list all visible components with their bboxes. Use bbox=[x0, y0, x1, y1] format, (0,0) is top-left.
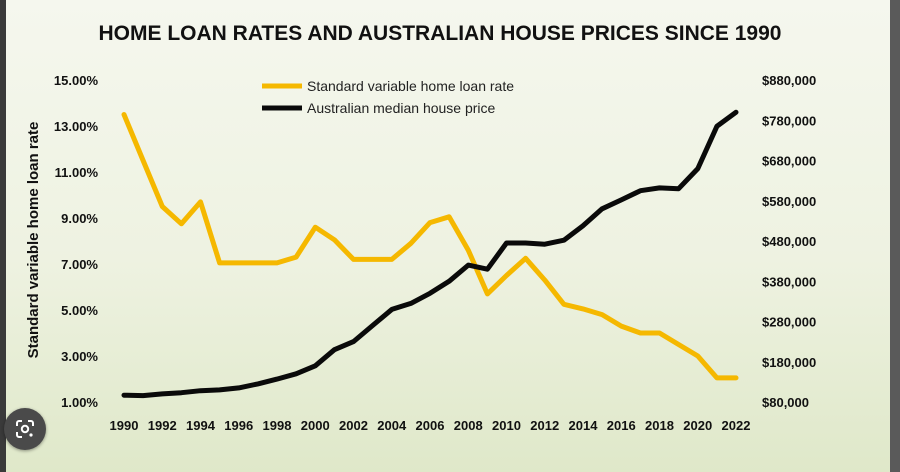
x-tick-label: 2016 bbox=[607, 418, 636, 433]
left-tick-label: 13.00% bbox=[54, 119, 99, 134]
x-tick-label: 2004 bbox=[377, 418, 407, 433]
left-axis-ticks: 1.00% 3.00% 5.00% 7.00% 9.00% 11.00% 13.00% 15.… bbox=[54, 73, 99, 410]
x-tick-label: 2002 bbox=[339, 418, 368, 433]
right-tick-label: $580,000 bbox=[762, 194, 816, 209]
chart-title: HOME LOAN RATES AND AUSTRALIAN HOUSE PRI… bbox=[99, 22, 782, 45]
right-tick-label: $280,000 bbox=[762, 315, 816, 330]
x-tick-label: 1996 bbox=[224, 418, 253, 433]
x-tick-label: 1992 bbox=[148, 418, 177, 433]
x-tick-label: 2008 bbox=[454, 418, 483, 433]
series-line-house-price bbox=[121, 109, 739, 399]
x-tick-label: 1998 bbox=[263, 418, 292, 433]
google-lens-button[interactable] bbox=[4, 408, 46, 450]
left-axis-label: Standard variable home loan rate bbox=[25, 122, 42, 359]
right-frame-border bbox=[890, 0, 900, 472]
x-tick-label: 2012 bbox=[530, 418, 559, 433]
x-tick-label: 1990 bbox=[110, 418, 139, 433]
left-tick-label: 1.00% bbox=[61, 395, 98, 410]
left-tick-label: 5.00% bbox=[61, 303, 98, 318]
right-tick-label: $680,000 bbox=[762, 154, 816, 169]
left-tick-label: 3.00% bbox=[61, 349, 98, 364]
google-lens-icon bbox=[16, 420, 34, 438]
x-tick-label: 2000 bbox=[301, 418, 330, 433]
legend: Standard variable home loan rate Austral… bbox=[262, 78, 514, 116]
left-frame-border bbox=[0, 0, 6, 472]
right-tick-label: $380,000 bbox=[762, 274, 816, 289]
right-tick-label: $780,000 bbox=[762, 113, 816, 128]
x-tick-label: 1994 bbox=[186, 418, 216, 433]
x-tick-label: 2014 bbox=[569, 418, 599, 433]
left-tick-label: 9.00% bbox=[61, 211, 98, 226]
x-tick-label: 2006 bbox=[416, 418, 445, 433]
x-tick-label: 2022 bbox=[722, 418, 751, 433]
x-tick-label: 2020 bbox=[683, 418, 712, 433]
right-tick-label: $180,000 bbox=[762, 355, 816, 370]
legend-label-house-price: Australian median house price bbox=[307, 100, 496, 116]
right-tick-label: $880,000 bbox=[762, 73, 816, 88]
series-line-loan-rate bbox=[121, 112, 739, 381]
x-axis-ticks: 1990 1992 1994 1996 1998 2000 2002 2004 2006 2008… bbox=[110, 418, 751, 433]
left-tick-label: 7.00% bbox=[61, 257, 98, 272]
left-tick-label: 15.00% bbox=[54, 73, 99, 88]
right-axis-ticks: $80,000 $180,000 $280,000 $380,000 $480,000 $… bbox=[762, 73, 816, 410]
x-tick-label: 2018 bbox=[645, 418, 674, 433]
legend-label-loan-rate: Standard variable home loan rate bbox=[307, 78, 514, 94]
right-tick-label: $80,000 bbox=[762, 395, 809, 410]
left-tick-label: 11.00% bbox=[55, 165, 99, 180]
x-tick-label: 2010 bbox=[492, 418, 521, 433]
series-layer bbox=[121, 109, 739, 399]
right-tick-label: $480,000 bbox=[762, 234, 816, 249]
